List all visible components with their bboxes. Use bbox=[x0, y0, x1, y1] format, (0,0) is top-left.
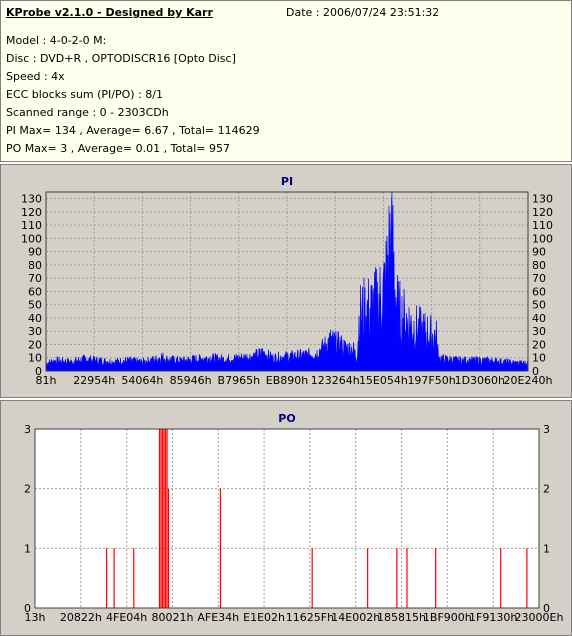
pi-x-tick: 85946h bbox=[170, 374, 212, 387]
pi-y-tick-right: 80 bbox=[532, 259, 546, 272]
po-x-tick: 14E002h bbox=[331, 611, 380, 624]
pi-x-tick: 123264h bbox=[311, 374, 360, 387]
pi-y-tick-left: 80 bbox=[28, 259, 42, 272]
pi-chart-title: PI bbox=[281, 175, 293, 188]
po-x-tick: 4FE04h bbox=[106, 611, 147, 624]
pi-stats-line: PI Max= 134 , Average= 6.67 , Total= 114… bbox=[6, 124, 260, 137]
pi-y-tick-left: 10 bbox=[28, 352, 42, 365]
po-x-tick: 1F9130h bbox=[469, 611, 517, 624]
pi-y-tick-left: 60 bbox=[28, 285, 42, 298]
pi-y-tick-left: 50 bbox=[28, 299, 42, 312]
pi-x-tick: EB890h bbox=[266, 374, 308, 387]
po-x-tick: AFE34h bbox=[197, 611, 239, 624]
pi-y-tick-left: 90 bbox=[28, 246, 42, 259]
po-x-tick: 13h bbox=[25, 611, 46, 624]
po-x-tick: 23000Eh bbox=[515, 611, 564, 624]
pi-plot-border bbox=[45, 191, 529, 372]
pi-y-tick-left: 110 bbox=[21, 219, 42, 232]
po-y-tick-right: 2 bbox=[543, 483, 550, 496]
pi-y-tick-left: 20 bbox=[28, 338, 42, 351]
pi-y-tick-right: 70 bbox=[532, 272, 546, 285]
pi-y-tick-right: 60 bbox=[532, 285, 546, 298]
pi-y-tick-right: 110 bbox=[532, 219, 553, 232]
po-chart-panel: PO 0 0 1 1 2 2 3 3 13h 20822h 4FE04h 80021h AFE34h E1E… bbox=[0, 400, 572, 636]
pi-y-tick-right: 50 bbox=[532, 299, 546, 312]
speed-line: Speed : 4x bbox=[6, 70, 65, 83]
range-line: Scanned range : 0 - 2303CDh bbox=[6, 106, 169, 119]
ecc-line: ECC blocks sum (PI/PO) : 8/1 bbox=[6, 88, 163, 101]
po-y-tick-left: 1 bbox=[24, 542, 31, 555]
po-y-tick-right: 0 bbox=[543, 602, 550, 615]
pi-series-area bbox=[45, 191, 529, 372]
pi-x-tick: 20E240h bbox=[504, 374, 553, 387]
pi-y-tick-right: 100 bbox=[532, 232, 553, 245]
po-plot-area bbox=[35, 429, 539, 608]
scan-date: Date : 2006/07/24 23:51:32 bbox=[286, 6, 440, 19]
pi-x-tick: 54064h bbox=[121, 374, 163, 387]
po-x-tick: 20822h bbox=[60, 611, 102, 624]
pi-y-tick-right: 10 bbox=[532, 352, 546, 365]
pi-y-tick-right: 130 bbox=[532, 193, 553, 206]
po-x-tick: 185815h bbox=[377, 611, 426, 624]
po-x-tick: E1E02h bbox=[243, 611, 285, 624]
po-chart: PO 0 0 1 1 2 2 3 3 13h 20822h 4FE04h 80021h AFE34h E1E… bbox=[24, 412, 564, 624]
po-y-tick-right: 3 bbox=[543, 423, 550, 436]
pi-x-tick: 22954h bbox=[73, 374, 115, 387]
pi-y-tick-left: 40 bbox=[28, 312, 42, 325]
pi-y-tick-right: 0 bbox=[532, 365, 539, 378]
po-chart-title: PO bbox=[278, 412, 295, 425]
pi-x-tick: 81h bbox=[36, 374, 57, 387]
pi-y-tick-left: 70 bbox=[28, 272, 42, 285]
app-title: KProbe v2.1.0 - Designed by Karr bbox=[6, 6, 213, 19]
po-x-tick: 1BF900h bbox=[423, 611, 472, 624]
pi-x-tick: 15E054h bbox=[359, 374, 408, 387]
po-x-tick: 80021h bbox=[151, 611, 193, 624]
pi-x-tick: 197F50h bbox=[407, 374, 455, 387]
pi-y-tick-left: 30 bbox=[28, 325, 42, 338]
pi-x-tick: 1D3060h bbox=[455, 374, 505, 387]
pi-y-tick-right: 90 bbox=[532, 246, 546, 259]
info-panel: KProbe v2.1.0 - Designed by Karr Date : … bbox=[0, 0, 572, 162]
pi-y-tick-right: 20 bbox=[532, 338, 546, 351]
po-plot-border bbox=[34, 428, 540, 609]
pi-y-tick-left: 0 bbox=[35, 365, 42, 378]
pi-y-tick-right: 40 bbox=[532, 312, 546, 325]
po-y-tick-left: 0 bbox=[24, 602, 31, 615]
model-line: Model : 4-0-2-0 M: bbox=[6, 34, 107, 47]
pi-x-tick: B7965h bbox=[218, 374, 261, 387]
po-y-tick-right: 1 bbox=[543, 542, 550, 555]
po-stats-line: PO Max= 3 , Average= 0.01 , Total= 957 bbox=[6, 142, 230, 155]
pi-chart-panel: PI 0 0 10 10 20 20 30 30 40 40 50 50 60 60 70 70 80 80 90 90… bbox=[0, 164, 572, 398]
pi-y-tick-right: 30 bbox=[532, 325, 546, 338]
po-y-tick-left: 2 bbox=[24, 483, 31, 496]
po-x-tick: 11625Fh bbox=[286, 611, 334, 624]
pi-y-tick-left: 130 bbox=[21, 193, 42, 206]
pi-y-tick-right: 120 bbox=[532, 206, 553, 219]
pi-y-tick-left: 100 bbox=[21, 232, 42, 245]
po-y-tick-left: 3 bbox=[24, 423, 31, 436]
disc-line: Disc : DVD+R , OPTODISCR16 [Opto Disc] bbox=[6, 52, 236, 65]
pi-y-tick-left: 120 bbox=[21, 206, 42, 219]
